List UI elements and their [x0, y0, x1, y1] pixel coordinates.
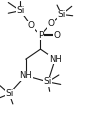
Text: O: O: [47, 19, 54, 28]
Text: Si: Si: [57, 10, 66, 19]
Text: NH: NH: [19, 71, 32, 80]
Text: NH: NH: [49, 55, 62, 64]
Text: P: P: [38, 31, 43, 40]
Text: Si: Si: [5, 89, 13, 98]
Text: O: O: [54, 31, 61, 40]
Text: Si: Si: [16, 6, 24, 15]
Text: Si: Si: [44, 77, 52, 86]
Text: O: O: [28, 21, 35, 30]
